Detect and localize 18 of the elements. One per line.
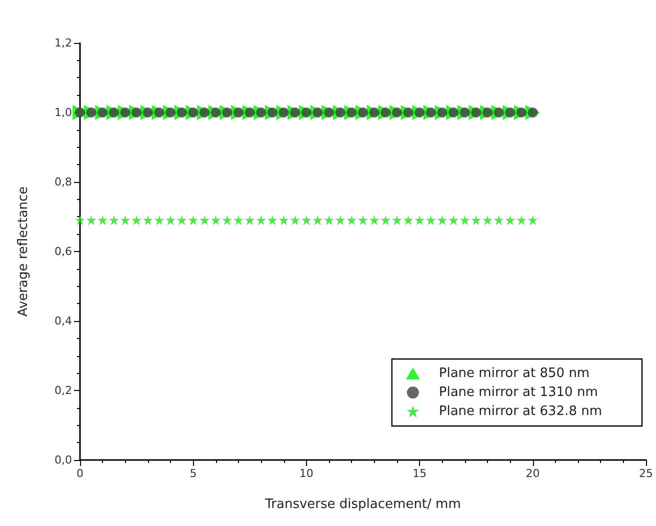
y-tick-label: 0,8 xyxy=(54,176,72,188)
x-axis-title: Transverse displacement/ mm xyxy=(264,497,461,512)
x-tick-label: 25 xyxy=(639,467,653,480)
y-tick-label: 1,0 xyxy=(54,106,72,119)
y-axis-title: Average reflectance xyxy=(16,186,31,317)
y-tick-label: 0,0 xyxy=(54,454,72,466)
legend-label: Plane mirror at 632.8 nm xyxy=(438,404,602,419)
legend-label: Plane mirror at 850 nm xyxy=(438,366,590,381)
x-tick-label: 20 xyxy=(526,467,540,480)
x-tick-label: 10 xyxy=(299,467,314,480)
x-tick-label: 0 xyxy=(76,467,84,480)
y-tick-label: 1,2 xyxy=(54,36,72,50)
y-tick-label: 0,2 xyxy=(54,384,72,397)
y-tick-label: 0,4 xyxy=(54,314,72,328)
legend-label: Plane mirror at 1310 nm xyxy=(438,385,598,400)
y-tick-label: 0,6 xyxy=(54,245,72,258)
x-tick-label: 15 xyxy=(412,467,427,480)
x-tick-label: 5 xyxy=(190,467,197,480)
